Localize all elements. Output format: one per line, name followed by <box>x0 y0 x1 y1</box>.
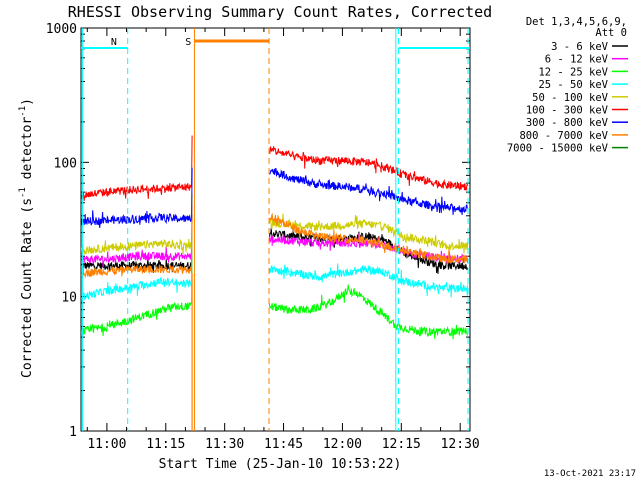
series-line <box>80 135 193 201</box>
series-line <box>80 167 193 228</box>
x-tick-label: 11:00 <box>87 437 126 452</box>
footer-date: 13-Oct-2021 23:17 <box>544 469 636 479</box>
legend-item-label: 3 - 6 keV <box>551 41 609 53</box>
y-axis-label-mid: detector <box>20 117 35 188</box>
x-tick-label: 12:15 <box>382 437 421 452</box>
series-line <box>80 194 193 255</box>
legend-header-line: Att 0 <box>595 27 627 39</box>
x-axis-label: Start Time (25-Jan-10 10:53:22) <box>159 457 402 472</box>
chart-title: RHESSI Observing Summary Count Rates, Co… <box>68 3 492 21</box>
series-line <box>268 263 469 298</box>
y-tick-label: 1 <box>69 425 77 440</box>
x-tick-label: 11:15 <box>146 437 185 452</box>
x-tick-label: 11:30 <box>205 437 244 452</box>
series-line <box>80 255 193 337</box>
plot-frame <box>80 27 471 432</box>
legend-item-label: 800 - 7000 keV <box>519 130 608 142</box>
series-line <box>268 168 468 216</box>
y-axis-label-end: ) <box>20 98 35 106</box>
series-line <box>80 205 193 268</box>
y-axis-label: Corrected Count Rate (s-1 detector-1) <box>18 98 35 378</box>
legend-item-label: 50 - 100 keV <box>532 92 609 104</box>
series-4 <box>80 194 469 255</box>
axes: 11:00 11:15 11:30 11:45 12:00 12:15 12:30 1 10 10… <box>46 22 480 452</box>
series-line <box>268 213 469 254</box>
series-layer <box>80 135 469 431</box>
y-tick-label: 1000 <box>46 22 77 37</box>
series-7 <box>80 212 468 279</box>
series-line <box>268 284 468 340</box>
series-line <box>269 212 468 265</box>
y-tick-label: 10 <box>61 291 77 306</box>
series-6 <box>80 167 468 228</box>
legend-item-label: 7000 - 15000 keV <box>507 143 609 155</box>
legend-item-label: 100 - 300 keV <box>526 105 609 117</box>
legend-item-label: 25 - 50 keV <box>538 79 608 91</box>
series-line <box>80 218 193 279</box>
legend-item-label: 300 - 800 keV <box>526 117 609 129</box>
marker-label-n: N <box>111 37 117 48</box>
y-tick-label: 100 <box>54 156 77 171</box>
y-axis-label-sup2: -1 <box>18 106 28 117</box>
x-tick-label: 11:45 <box>264 437 303 452</box>
x-tick-label: 12:00 <box>323 437 362 452</box>
y-axis-label-main: Corrected Count Rate (s <box>20 198 35 378</box>
series-line <box>268 226 469 274</box>
legend-item-label: 12 - 25 keV <box>538 66 608 78</box>
x-tick-label: 12:30 <box>441 437 480 452</box>
series-5 <box>80 135 469 201</box>
series-line <box>80 232 193 302</box>
marker-label-s: S <box>185 37 191 48</box>
legend-header-line: Det 1,3,4,5,6,9, <box>526 16 627 28</box>
series-line <box>268 146 469 192</box>
y-axis-label-sup1: -1 <box>18 187 28 198</box>
series-3 <box>80 232 469 302</box>
series-2 <box>80 255 468 340</box>
legend-item-label: 6 - 12 keV <box>545 54 609 66</box>
